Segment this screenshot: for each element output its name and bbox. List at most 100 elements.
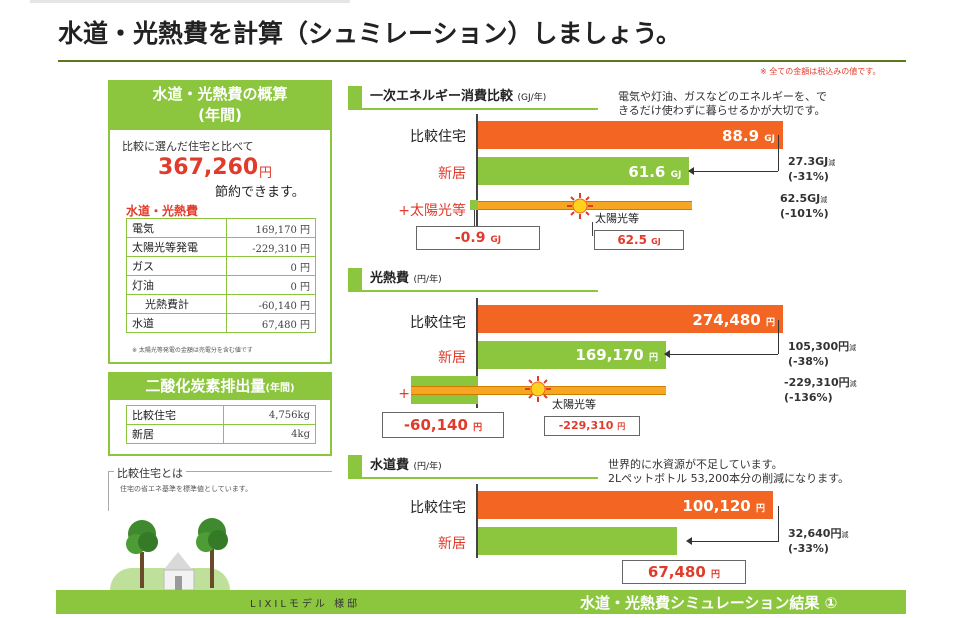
water-bar-comparison [478, 491, 773, 519]
energy-diff2-value: 62.5GJ [780, 192, 821, 205]
co2-value: 4,756kg [223, 405, 316, 425]
energy-solar-unit: GJ [651, 237, 661, 246]
sun-icon [567, 193, 593, 219]
house-icon [162, 552, 195, 591]
cost-label: 太陽光等発電 [126, 237, 227, 257]
water-heading: 水道費 (円/年) [348, 455, 442, 477]
energy-diff1-value: 27.3GJ [788, 155, 829, 168]
utility-net-callout: -60,140 円 [382, 412, 504, 438]
utility-row-label: 新居 [438, 350, 466, 366]
energy-value-unit: GJ [764, 134, 775, 144]
savings-unit: 円 [259, 166, 273, 181]
co2-heading: 二酸化炭素排出量(年間) [108, 372, 332, 400]
water-value-unit: 円 [755, 504, 765, 514]
heading-marker [348, 455, 362, 477]
arrow-head-icon [688, 167, 694, 175]
sun-icon [525, 376, 551, 402]
cost-value: 67,480 円 [225, 313, 317, 333]
arrow-icon [690, 541, 778, 542]
energy-bar-net [470, 200, 478, 210]
difference-bracket [778, 320, 779, 354]
utility-value-label: 274,480 円 [478, 311, 775, 329]
water-diff-value: 32,640円 [788, 527, 842, 540]
summary-heading: 水道・光熱費の概算 (年間) [108, 80, 332, 130]
water-callout-unit: 円 [711, 570, 721, 580]
energy-solar-callout: 62.5 GJ [594, 230, 684, 250]
co2-value: 4kg [223, 424, 316, 444]
arrow-head-icon [686, 537, 692, 545]
utility-solar-value: -229,310 [558, 419, 614, 432]
footer-title: 水道・光熱費シミュレーション結果 ① [580, 594, 838, 612]
energy-net-value: -0.9 [454, 230, 486, 246]
cost-value: -60,140 円 [225, 294, 317, 314]
water-axis [476, 484, 478, 558]
utility-net-value: -60,140 [403, 416, 468, 434]
water-row-label: 比較住宅 [410, 500, 466, 516]
energy-solar-value: 62.5 [617, 233, 647, 247]
energy-row-label: +太陽光等 [398, 203, 466, 219]
footer-bar [56, 590, 906, 614]
utility-heading-text: 光熱費 [370, 271, 410, 286]
energy-value-label: 88.9 GJ [478, 127, 775, 145]
energy-net-callout: -0.9 GJ [416, 226, 540, 250]
utility-value: 274,480 [692, 311, 761, 329]
utility-bar-comparison [478, 305, 783, 333]
cost-value: 0 円 [225, 275, 317, 295]
connector-line [474, 210, 475, 228]
co2-heading-text: 二酸化炭素排出量 [145, 377, 266, 395]
energy-value: 61.6 [628, 163, 666, 181]
energy-value-unit: GJ [670, 170, 682, 180]
cost-label: 水道 [126, 313, 227, 333]
co2-table: 比較住宅 4,756kg 新居 4kg [125, 405, 316, 444]
cost-value: -229,310 円 [225, 237, 317, 257]
cost-label: 電気 [126, 218, 227, 238]
definition-title: 比較住宅とは [114, 465, 186, 481]
tree-icon [126, 520, 158, 588]
energy-note-line2: きるだけ使わずに暮らせるかが大切です。 [618, 104, 826, 117]
utility-row-label: 比較住宅 [410, 315, 466, 331]
water-bar-new [478, 527, 677, 555]
cost-label: ガス [126, 256, 227, 276]
water-callout: 67,480 円 [622, 560, 746, 584]
utility-diff1-value: 105,300円 [788, 340, 850, 353]
energy-unit: (GJ/年) [517, 93, 547, 103]
energy-solar-label: 太陽光等 [595, 212, 639, 225]
energy-bar-comparison [478, 121, 783, 149]
cost-label: 灯油 [126, 275, 227, 295]
arrow-icon [668, 354, 778, 355]
costs-note: ※ 太陽光等発電の金額は売電分を含む値です [132, 347, 253, 354]
energy-diff2-suffix: 減 [820, 196, 828, 204]
cost-value: 169,170 円 [225, 218, 317, 238]
utility-diff1: 105,300円減 (-38%) [788, 340, 856, 369]
utility-unit: (円/年) [413, 275, 442, 285]
utility-axis [476, 298, 478, 408]
utility-diff2-value: -229,310円 [784, 376, 850, 389]
arrow-icon [692, 171, 778, 172]
utility-solar-callout: -229,310 円 [544, 416, 640, 436]
table-row: 太陽光等発電 -229,310 円 [126, 237, 317, 257]
savings-suffix: 節約できます。 [215, 185, 305, 200]
table-row: 比較住宅 4,756kg [125, 405, 316, 425]
utility-value-unit: 円 [648, 353, 658, 363]
house-illustration [126, 518, 228, 591]
water-diff-suffix: 減 [841, 531, 849, 539]
difference-bracket [778, 135, 779, 171]
co2-label: 新居 [125, 424, 225, 444]
summary-heading-line1: 水道・光熱費の概算 [152, 85, 288, 103]
water-row-label: 新居 [438, 536, 466, 552]
definition-text: 住宅の省エネ基準を標準値としています。 [120, 485, 253, 493]
energy-value: 88.9 [722, 127, 760, 145]
footer-model-name: LIXILモデル 様邸 [250, 599, 361, 610]
top-rule [30, 0, 350, 3]
utility-diff2-pct: (-136%) [784, 391, 833, 404]
water-value: 100,120 [682, 497, 751, 515]
energy-row-label: 比較住宅 [410, 129, 466, 145]
utility-net-unit: 円 [473, 423, 483, 433]
page-title: 水道・光熱費を計算（シュミレーション）しましょう。 [58, 19, 682, 48]
title-rule [58, 60, 906, 62]
tree-icon [196, 518, 228, 588]
water-note-line1: 世界的に水資源が不足しています。 [608, 458, 783, 471]
energy-diff2-pct: (-101%) [780, 207, 829, 220]
energy-heading-rule [348, 108, 598, 110]
cost-label: 光熱費計 [126, 294, 227, 314]
